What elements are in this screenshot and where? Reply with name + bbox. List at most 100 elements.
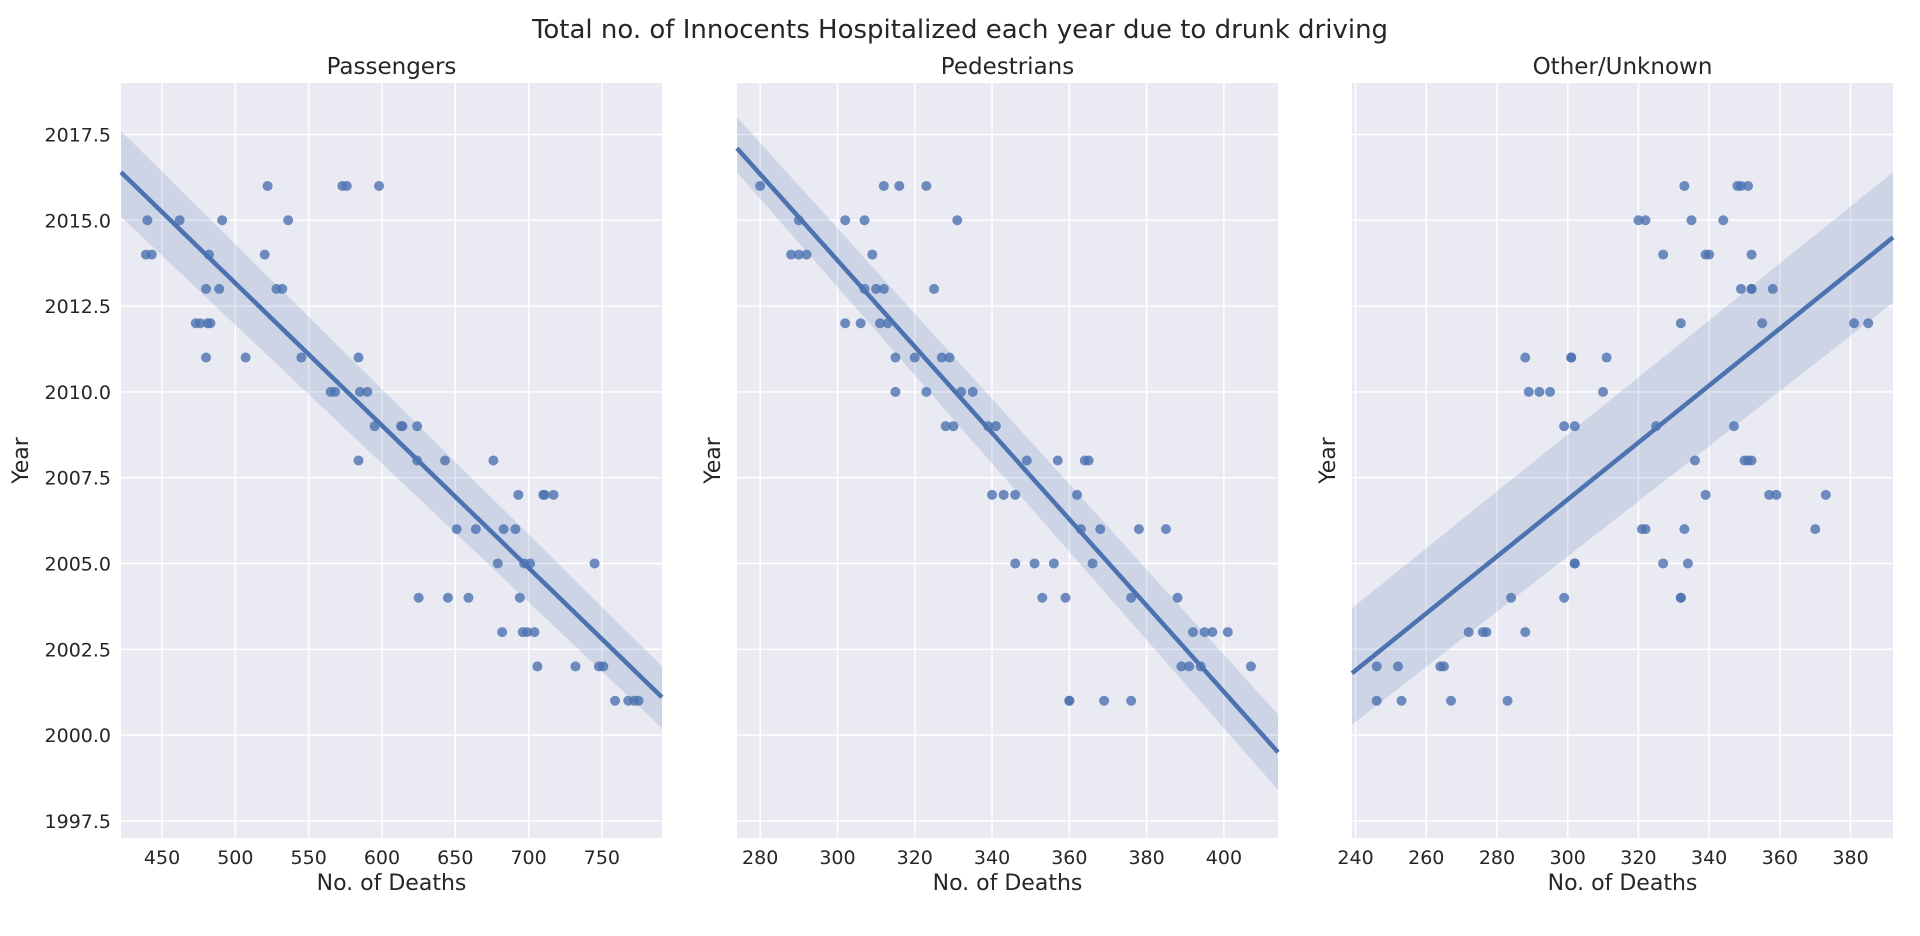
data-point <box>1566 352 1577 363</box>
data-point <box>412 421 423 432</box>
data-point <box>1176 661 1187 672</box>
data-point <box>855 318 866 329</box>
x-tick-label: 300 <box>819 847 855 869</box>
data-point <box>262 180 273 191</box>
regression-line <box>119 170 664 699</box>
data-point <box>205 318 216 329</box>
data-point <box>967 386 978 397</box>
data-point <box>283 215 294 226</box>
x-tick-label: 320 <box>1620 847 1656 869</box>
y-tick-label: 1997.5 <box>45 811 111 833</box>
x-tick-label: 260 <box>1408 847 1444 869</box>
data-point <box>1545 386 1556 397</box>
data-point <box>610 695 621 706</box>
data-point <box>341 180 352 191</box>
data-point <box>397 421 408 432</box>
panel-title: Other/Unknown <box>1533 54 1713 80</box>
data-point <box>1052 455 1063 466</box>
data-point <box>1559 421 1570 432</box>
x-tick-label: 360 <box>1762 847 1798 869</box>
data-point <box>1820 489 1831 500</box>
data-point <box>240 352 251 363</box>
data-point <box>1682 558 1693 569</box>
data-point <box>589 558 600 569</box>
data-point <box>1087 558 1098 569</box>
data-point <box>1767 283 1778 294</box>
data-point <box>353 455 364 466</box>
data-point <box>1083 455 1094 466</box>
x-tick-label: 240 <box>1337 847 1373 869</box>
data-point <box>522 627 533 638</box>
data-point <box>936 352 947 363</box>
data-point <box>1849 318 1860 329</box>
x-tick-label: 320 <box>897 847 933 869</box>
data-point <box>859 215 870 226</box>
data-point <box>929 283 940 294</box>
data-point <box>1502 695 1513 706</box>
x-axis-label: No. of Deaths <box>1548 871 1698 896</box>
data-point <box>1675 592 1686 603</box>
x-axis-label: No. of Deaths <box>933 871 1083 896</box>
data-point <box>214 283 225 294</box>
data-point <box>217 215 228 226</box>
data-point <box>451 524 462 535</box>
data-point <box>840 215 851 226</box>
data-point <box>840 318 851 329</box>
regression-line <box>1350 235 1895 676</box>
data-point <box>1743 180 1754 191</box>
data-point <box>492 558 503 569</box>
data-point <box>1184 661 1195 672</box>
data-point <box>1704 249 1715 260</box>
data-point <box>871 283 882 294</box>
data-point <box>1771 489 1782 500</box>
data-point <box>201 283 212 294</box>
x-tick-label: 380 <box>1128 847 1164 869</box>
data-point <box>1658 558 1669 569</box>
confidence-band <box>737 117 1278 790</box>
x-tick-label: 280 <box>1479 847 1515 869</box>
data-point <box>1187 627 1198 638</box>
x-tick-label: 600 <box>364 847 400 869</box>
data-point <box>1438 661 1449 672</box>
data-point <box>374 180 385 191</box>
data-point <box>362 386 373 397</box>
data-point <box>174 215 185 226</box>
y-tick-label: 2015.0 <box>45 210 111 232</box>
data-point <box>463 592 474 603</box>
data-point <box>1640 215 1651 226</box>
panels: Passengers 450 500 550 600 650 700 750 No. of De… <box>9 54 1895 896</box>
data-point <box>987 489 998 500</box>
data-point <box>1126 592 1137 603</box>
data-point <box>1463 627 1474 638</box>
data-point <box>793 249 804 260</box>
data-point <box>894 180 905 191</box>
data-point <box>296 352 307 363</box>
data-point <box>1392 661 1403 672</box>
confidence-band <box>1352 172 1893 725</box>
plot-background <box>737 83 1278 838</box>
data-point <box>1735 180 1746 191</box>
data-point <box>801 249 812 260</box>
data-point <box>1764 489 1775 500</box>
x-tick-label: 340 <box>1691 847 1727 869</box>
data-point <box>1601 352 1612 363</box>
data-point <box>498 524 509 535</box>
data-point <box>142 215 153 226</box>
data-point <box>195 318 206 329</box>
y-tick-label: 2017.5 <box>45 124 111 146</box>
data-point <box>598 661 609 672</box>
data-point <box>1679 180 1690 191</box>
x-tick-label: 300 <box>1550 847 1586 869</box>
data-point <box>510 524 521 535</box>
panel-1: Passengers 450 500 550 600 650 700 750 No. of De… <box>9 54 664 896</box>
data-point <box>1222 627 1233 638</box>
data-point <box>1569 558 1580 569</box>
data-point <box>890 352 901 363</box>
data-point <box>1686 215 1697 226</box>
data-point <box>1633 215 1644 226</box>
data-point <box>1029 558 1040 569</box>
data-point <box>1133 524 1144 535</box>
data-point <box>948 421 959 432</box>
data-point <box>998 489 1009 500</box>
y-tick-label: 2005.0 <box>45 553 111 575</box>
